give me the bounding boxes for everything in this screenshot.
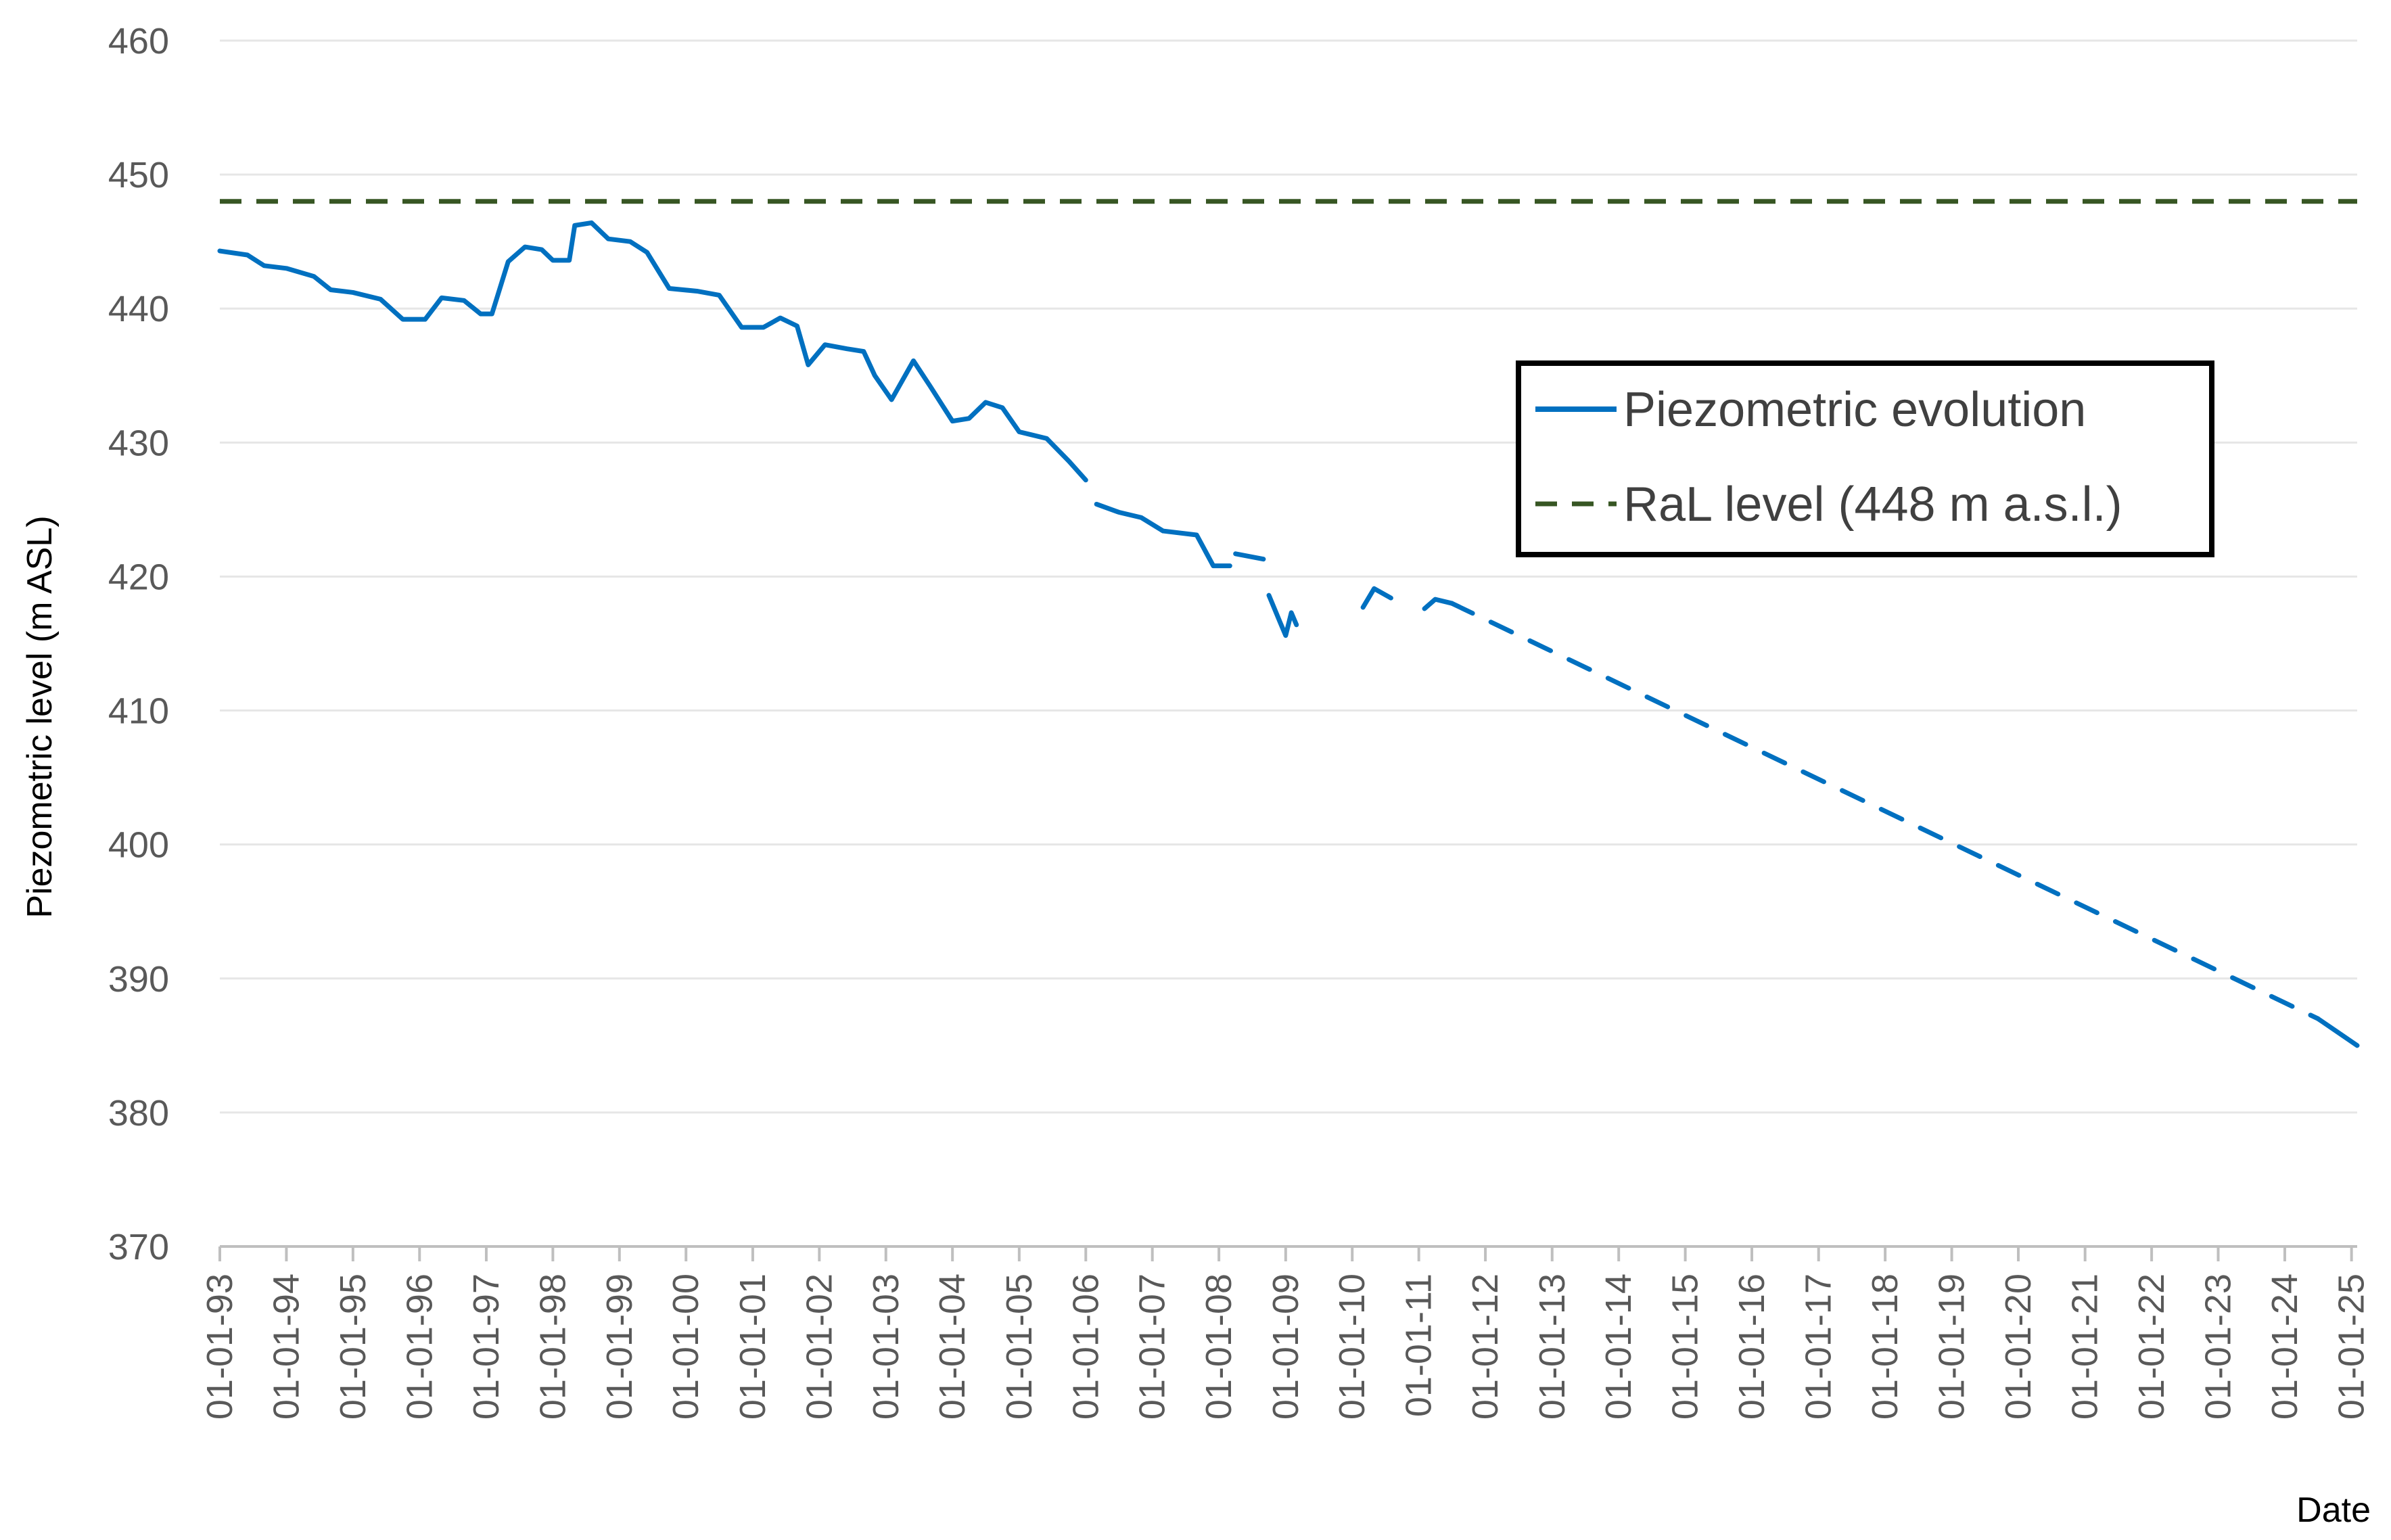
y-axis-title: Piezometric level (m ASL) (20, 515, 60, 918)
x-tick-label: 01-01-10 (1332, 1274, 1372, 1420)
x-tick-label: 01-01-06 (1065, 1274, 1106, 1420)
piezometric-series (217, 220, 2360, 1048)
x-tick-label: 01-01-09 (1266, 1274, 1306, 1420)
gridlines (220, 39, 2357, 1114)
x-tick-label: 01-01-97 (466, 1274, 507, 1420)
x-tick-label: 01-01-04 (932, 1274, 973, 1420)
x-tick-label: 01-01-95 (333, 1274, 373, 1420)
x-tick-label: 01-01-02 (799, 1274, 839, 1420)
x-tick-label: 01-01-07 (1132, 1274, 1173, 1420)
x-tick-label: 01-01-12 (1465, 1274, 1506, 1420)
piezometric-segment-6 (1422, 597, 1454, 611)
x-tick-label: 01-01-20 (1998, 1274, 2039, 1420)
y-tick-label-390: 390 (108, 959, 169, 1000)
x-tick-label: 01-01-18 (1865, 1274, 1905, 1420)
x-tick-label: 01-01-98 (532, 1274, 573, 1420)
y-tick-label-400: 400 (108, 825, 169, 866)
x-tick-label: 01-01-11 (1399, 1274, 1439, 1417)
x-tick-label: 01-01-94 (266, 1274, 306, 1420)
x-axis-tick-labels: 01-01-93 01-01-94 01-01-95 01-01-96 01-01-97… (200, 1274, 2372, 1420)
legend-box (1516, 360, 2214, 557)
x-tick-label: 01-01-23 (2198, 1274, 2239, 1420)
x-tick-label: 01-01-93 (200, 1274, 240, 1420)
x-tick-label: 01-01-14 (1598, 1274, 1639, 1420)
x-axis-title: Date (2296, 1491, 2371, 1530)
piezometric-segment-7 (1449, 601, 2321, 1021)
y-tick-label-460: 460 (108, 21, 169, 62)
x-tick-label: 01-01-17 (1798, 1274, 1839, 1420)
x-tick-label: 01-01-19 (1932, 1274, 1972, 1420)
x-tick-label: 01-01-03 (866, 1274, 906, 1420)
y-axis-tick-labels: 370 380 390 400 410 420 430 440 450 460 (108, 21, 169, 1267)
piezometric-segment-3 (1233, 551, 1266, 562)
piezometric-segment-2 (1094, 501, 1232, 569)
x-tick-label: 01-01-15 (1665, 1274, 1706, 1420)
x-tick-label: 01-01-08 (1199, 1274, 1239, 1420)
x-tick-label: 01-01-24 (2265, 1274, 2305, 1420)
y-tick-label-380: 380 (108, 1093, 169, 1134)
y-tick-label-430: 430 (108, 423, 169, 463)
piezometric-segment-5 (1360, 586, 1393, 610)
x-tick-label: 01-01-05 (999, 1274, 1040, 1420)
y-tick-label-410: 410 (108, 691, 169, 732)
piezometric-segment-4 (1266, 592, 1299, 638)
y-tick-label-450: 450 (108, 155, 169, 195)
y-tick-label-440: 440 (108, 289, 169, 329)
x-axis (218, 1245, 2357, 1261)
x-tick-label: 01-01-22 (2131, 1274, 2172, 1420)
legend: Piezometric evolution RaL level (448 m a… (1516, 360, 2214, 557)
piezometric-segment-8 (2315, 1016, 2360, 1048)
x-tick-label: 01-01-16 (1732, 1274, 1772, 1420)
y-tick-label-370: 370 (108, 1227, 169, 1267)
piezometric-segment-1 (217, 220, 1088, 483)
x-tick-label: 01-01-99 (599, 1274, 640, 1420)
x-tick-label: 01-01-96 (399, 1274, 440, 1420)
legend-label-ral: RaL level (448 m a.s.l.) (1623, 477, 2122, 532)
x-tick-label: 01-01-25 (2331, 1274, 2372, 1420)
x-tick-label: 01-01-01 (733, 1274, 773, 1420)
x-tick-label: 01-01-13 (1532, 1274, 1573, 1420)
x-tick-label: 01-01-00 (666, 1274, 706, 1420)
legend-label-piezometric: Piezometric evolution (1623, 383, 2086, 437)
x-tick-label: 01-01-21 (2065, 1274, 2106, 1420)
y-tick-label-420: 420 (108, 557, 169, 597)
